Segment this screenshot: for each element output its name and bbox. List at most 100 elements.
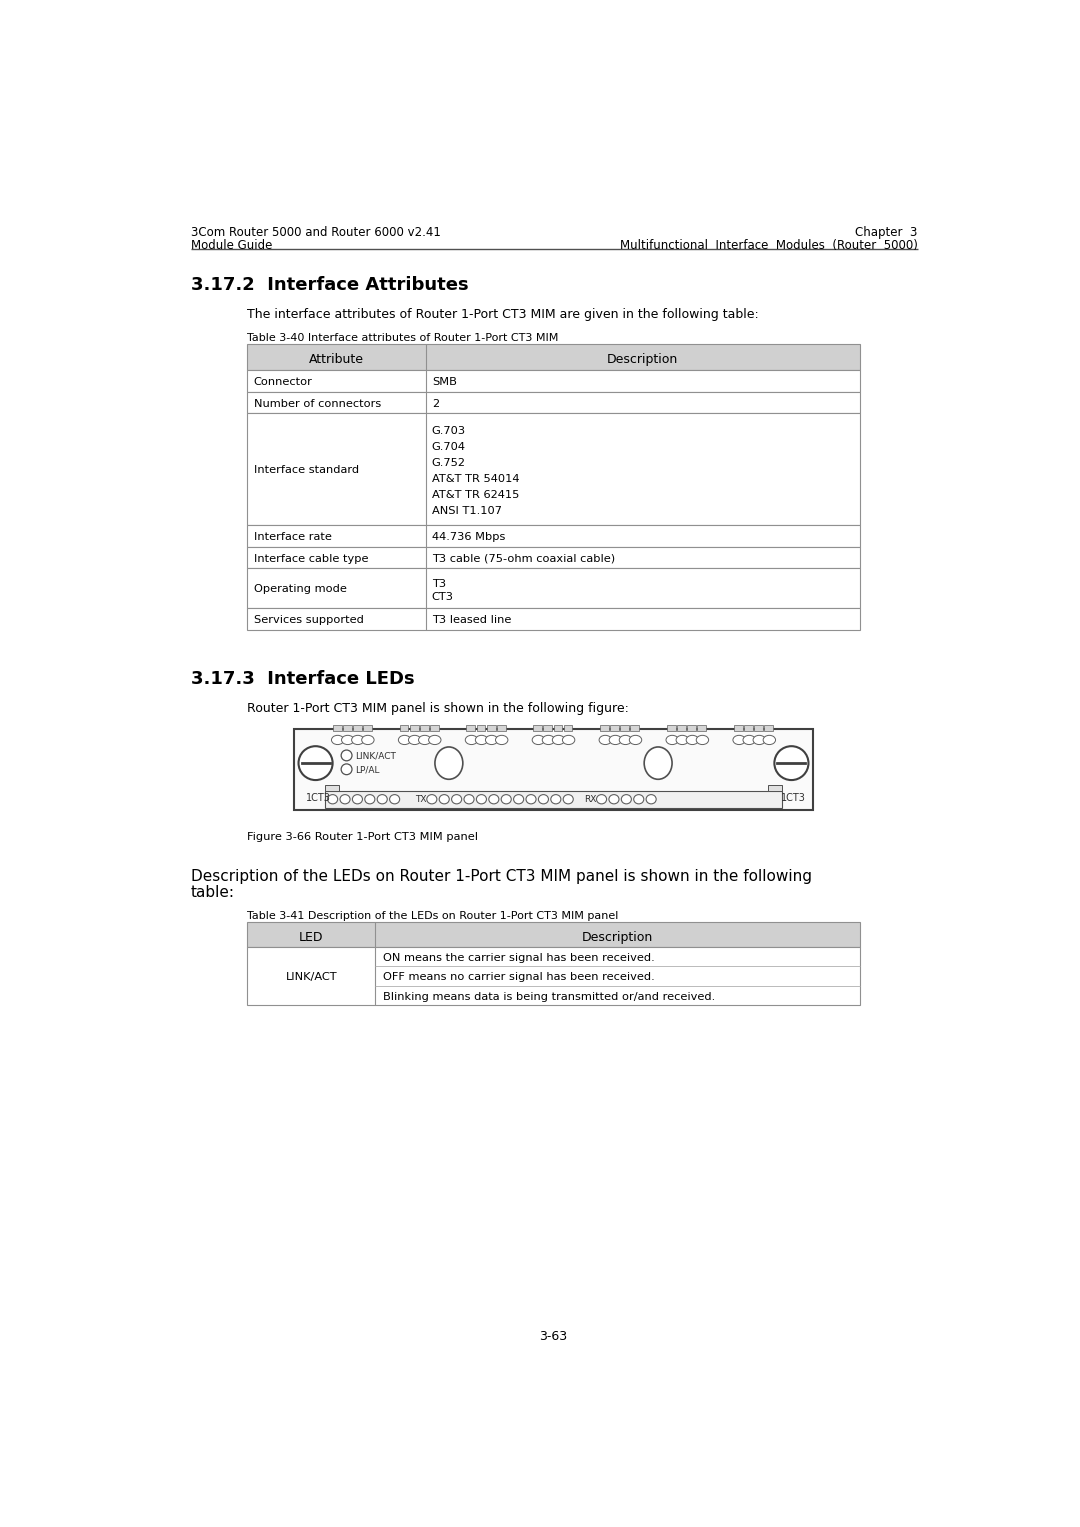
Text: LINK/ACT: LINK/ACT	[355, 751, 396, 760]
Text: 3.17.2  Interface Attributes: 3.17.2 Interface Attributes	[191, 276, 469, 293]
Text: Number of connectors: Number of connectors	[254, 399, 381, 409]
Polygon shape	[247, 525, 860, 547]
Ellipse shape	[399, 736, 410, 745]
Polygon shape	[247, 414, 860, 525]
Polygon shape	[667, 724, 676, 731]
Ellipse shape	[475, 736, 488, 745]
Ellipse shape	[332, 736, 343, 745]
Ellipse shape	[666, 736, 678, 745]
Ellipse shape	[341, 736, 354, 745]
Ellipse shape	[327, 794, 338, 803]
Polygon shape	[734, 724, 743, 731]
Polygon shape	[476, 724, 485, 731]
Circle shape	[341, 764, 352, 774]
Ellipse shape	[352, 736, 364, 745]
Ellipse shape	[340, 794, 350, 803]
Text: 1CT3: 1CT3	[781, 793, 807, 803]
Ellipse shape	[485, 736, 498, 745]
Polygon shape	[698, 724, 706, 731]
Ellipse shape	[419, 736, 431, 745]
Polygon shape	[687, 724, 697, 731]
Ellipse shape	[377, 794, 388, 803]
Polygon shape	[467, 724, 475, 731]
Text: Blinking means data is being transmitted or/and received.: Blinking means data is being transmitted…	[383, 991, 715, 1002]
Text: T3: T3	[432, 579, 446, 589]
Ellipse shape	[697, 736, 708, 745]
Ellipse shape	[489, 794, 499, 803]
Polygon shape	[610, 724, 619, 731]
Polygon shape	[765, 724, 773, 731]
Text: AT&T TR 62415: AT&T TR 62415	[432, 490, 519, 499]
Text: Description of the LEDs on Router 1-Port CT3 MIM panel is shown in the following: Description of the LEDs on Router 1-Port…	[191, 869, 812, 884]
Ellipse shape	[563, 736, 575, 745]
Ellipse shape	[634, 794, 644, 803]
Polygon shape	[534, 724, 542, 731]
Polygon shape	[564, 724, 572, 731]
Text: Interface cable type: Interface cable type	[254, 554, 368, 563]
Text: SMB: SMB	[432, 377, 457, 388]
Ellipse shape	[464, 794, 474, 803]
Ellipse shape	[365, 794, 375, 803]
Polygon shape	[409, 724, 419, 731]
Ellipse shape	[646, 794, 657, 803]
Text: OFF means no carrier signal has been received.: OFF means no carrier signal has been rec…	[383, 973, 654, 982]
Text: G.704: G.704	[432, 443, 465, 452]
Ellipse shape	[408, 736, 421, 745]
Text: Interface rate: Interface rate	[254, 531, 332, 542]
Ellipse shape	[621, 794, 632, 803]
Polygon shape	[677, 724, 686, 731]
Text: RX: RX	[584, 796, 597, 805]
Polygon shape	[543, 724, 552, 731]
Ellipse shape	[501, 794, 511, 803]
Polygon shape	[768, 785, 782, 791]
Text: Figure 3-66 Router 1-Port CT3 MIM panel: Figure 3-66 Router 1-Port CT3 MIM panel	[247, 832, 478, 841]
Ellipse shape	[630, 736, 642, 745]
Ellipse shape	[676, 736, 688, 745]
Circle shape	[298, 747, 333, 780]
Ellipse shape	[599, 736, 611, 745]
Polygon shape	[600, 724, 609, 731]
Text: LP/AL: LP/AL	[355, 765, 379, 774]
Text: G.752: G.752	[432, 458, 465, 469]
Polygon shape	[754, 724, 764, 731]
Text: Attribute: Attribute	[309, 353, 364, 365]
Text: AT&T TR 54014: AT&T TR 54014	[432, 473, 519, 484]
Polygon shape	[353, 724, 362, 731]
Text: Module Guide: Module Guide	[191, 238, 272, 252]
Text: Description: Description	[607, 353, 678, 365]
Ellipse shape	[686, 736, 699, 745]
Ellipse shape	[596, 794, 607, 803]
Text: Operating mode: Operating mode	[254, 585, 347, 594]
Ellipse shape	[435, 747, 463, 779]
Ellipse shape	[644, 747, 672, 779]
Polygon shape	[247, 392, 860, 414]
Text: 2: 2	[432, 399, 438, 409]
Polygon shape	[631, 724, 639, 731]
Polygon shape	[247, 947, 860, 1005]
Text: T3 cable (75-ohm coaxial cable): T3 cable (75-ohm coaxial cable)	[432, 554, 615, 563]
Polygon shape	[247, 344, 860, 371]
Polygon shape	[333, 724, 341, 731]
Polygon shape	[247, 568, 860, 608]
Ellipse shape	[362, 736, 374, 745]
Ellipse shape	[440, 794, 449, 803]
Ellipse shape	[551, 794, 561, 803]
Ellipse shape	[753, 736, 766, 745]
Ellipse shape	[619, 736, 632, 745]
Ellipse shape	[390, 794, 400, 803]
Ellipse shape	[609, 794, 619, 803]
Text: ANSI T1.107: ANSI T1.107	[432, 505, 502, 516]
Polygon shape	[554, 724, 563, 731]
Text: 44.736 Mbps: 44.736 Mbps	[432, 531, 505, 542]
Polygon shape	[247, 608, 860, 629]
Circle shape	[774, 747, 809, 780]
Text: ON means the carrier signal has been received.: ON means the carrier signal has been rec…	[383, 953, 654, 964]
Text: T3 leased line: T3 leased line	[432, 615, 511, 625]
Ellipse shape	[451, 794, 461, 803]
Ellipse shape	[429, 736, 441, 745]
Ellipse shape	[496, 736, 508, 745]
Text: Interface standard: Interface standard	[254, 466, 359, 475]
Polygon shape	[487, 724, 496, 731]
Polygon shape	[325, 785, 339, 791]
Polygon shape	[247, 547, 860, 568]
